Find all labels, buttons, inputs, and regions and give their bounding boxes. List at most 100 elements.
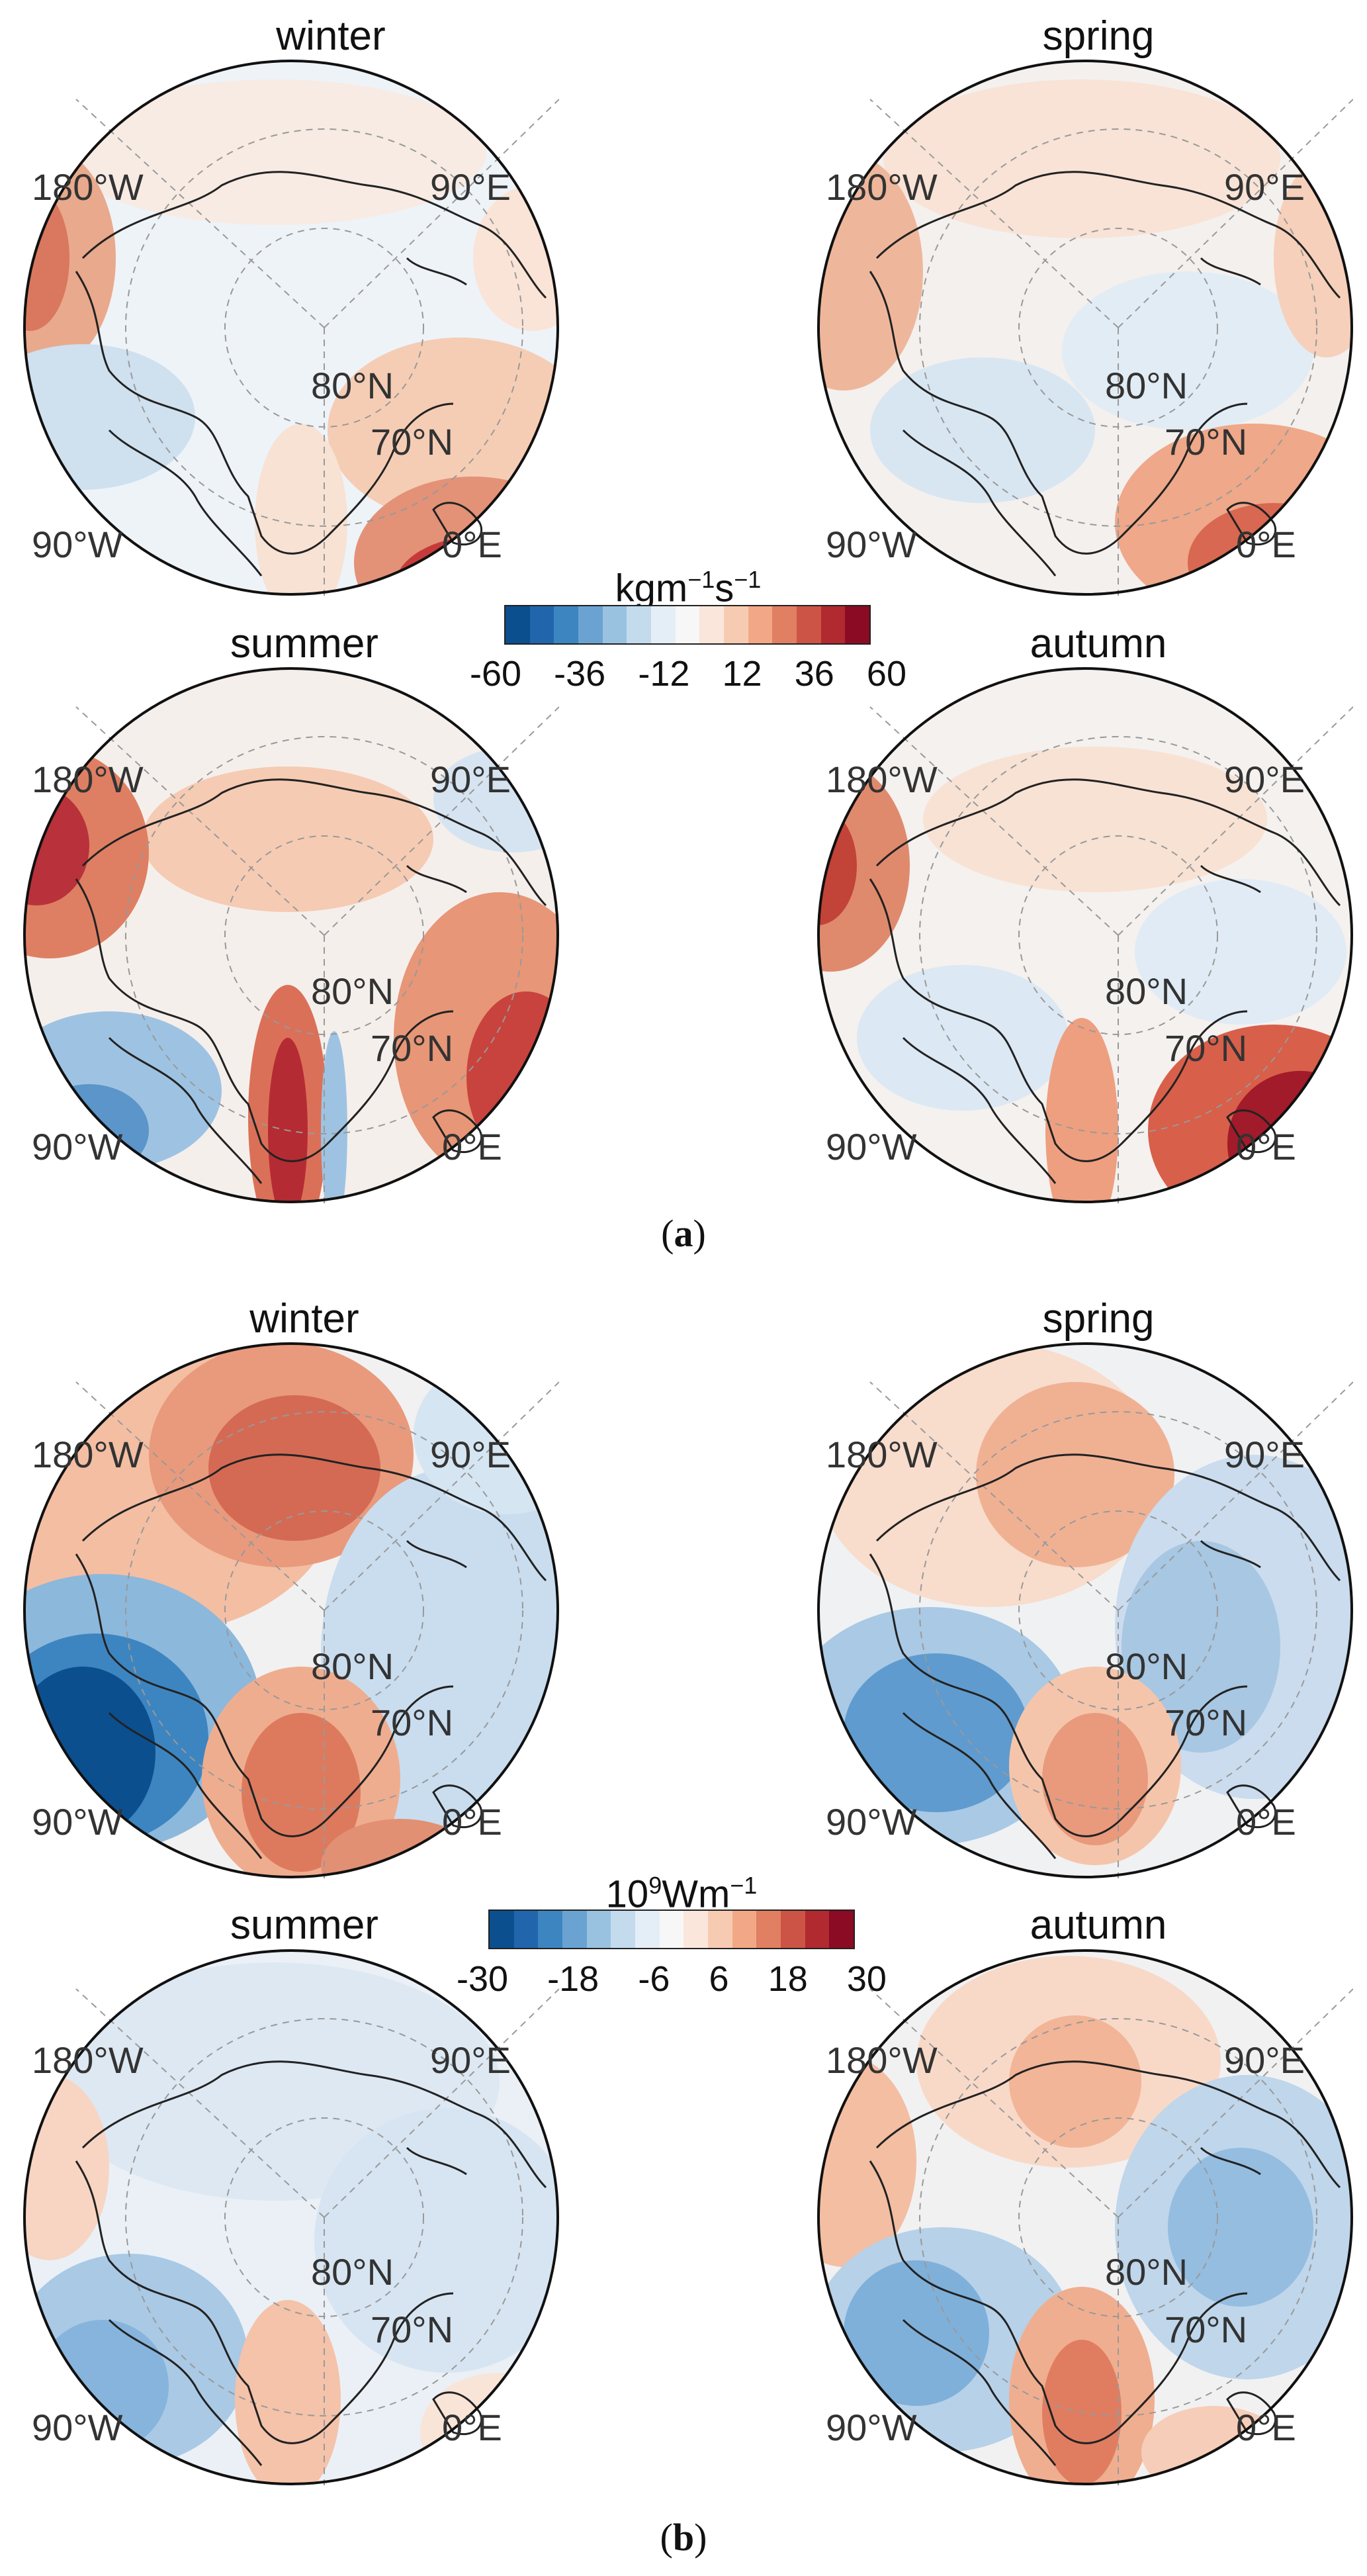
colorbar-swatch xyxy=(659,1911,684,1948)
colorbar-swatch xyxy=(829,1911,854,1948)
colorbar-swatch xyxy=(675,606,700,643)
lon-label: 90°W xyxy=(32,1801,123,1843)
colorbar-swatch xyxy=(756,1911,781,1948)
polar-map xyxy=(23,1342,559,1878)
colorbar-tick-label: 36 xyxy=(794,654,834,694)
lon-label: 90°E xyxy=(1224,166,1305,208)
lon-label: 90°W xyxy=(32,1126,123,1168)
lat-label: 80°N xyxy=(311,365,394,406)
colorbar-swatch xyxy=(651,606,676,643)
colorbar-swatch xyxy=(797,606,821,643)
polar-map xyxy=(817,1342,1353,1878)
lat-label: 70°N xyxy=(371,2309,454,2350)
colorbar-tick-label: 30 xyxy=(846,1959,887,1999)
colorbar-swatch xyxy=(781,1911,805,1948)
colorbar-swatch xyxy=(490,1911,514,1948)
colorbar-ramp xyxy=(488,1909,855,1949)
lon-label: 90°W xyxy=(826,2407,917,2448)
colorbar-swatch xyxy=(562,1911,587,1948)
map-svg xyxy=(23,1342,559,1878)
colorbar-swatch xyxy=(506,606,530,643)
polar-map xyxy=(817,60,1353,596)
colorbar-swatch xyxy=(684,1911,709,1948)
map-svg xyxy=(23,1949,559,2485)
colorbar-swatch xyxy=(586,1911,611,1948)
colorbar-swatch xyxy=(724,606,748,643)
map-svg xyxy=(23,667,559,1203)
map-svg xyxy=(817,667,1353,1203)
lon-label: 180°W xyxy=(826,166,938,208)
lon-label: 0°E xyxy=(442,2407,502,2448)
colorbar-swatch xyxy=(627,606,652,643)
lon-label: 0°E xyxy=(442,1126,502,1168)
colorbar-swatch xyxy=(699,606,725,643)
lon-label: 90°E xyxy=(430,166,511,208)
lon-label: 0°E xyxy=(1236,524,1296,565)
panel-title: autumn xyxy=(1030,621,1167,667)
panel-title: summer xyxy=(230,621,378,667)
lon-label: 0°E xyxy=(1236,1126,1296,1168)
lon-label: 0°E xyxy=(1236,1801,1296,1843)
colorbar-swatch xyxy=(611,1911,636,1948)
polar-map xyxy=(23,1949,559,2485)
colorbar-swatch xyxy=(732,1911,757,1948)
colorbar-unit: 109Wm−1 xyxy=(605,1872,758,1916)
lon-label: 90°E xyxy=(430,1434,511,1475)
map-svg xyxy=(23,60,559,596)
lat-label: 70°N xyxy=(1165,1702,1248,1743)
colorbar-swatch xyxy=(845,606,870,643)
colorbar-swatch xyxy=(538,1911,563,1948)
lon-label: 180°W xyxy=(32,2039,144,2081)
polar-map xyxy=(23,667,559,1203)
lon-label: 90°E xyxy=(430,759,511,800)
polar-map xyxy=(817,1949,1353,2485)
lon-label: 180°W xyxy=(32,1434,144,1475)
lon-label: 90°W xyxy=(826,1126,917,1168)
polar-map xyxy=(23,60,559,596)
lat-label: 80°N xyxy=(311,1645,394,1687)
colorbar-swatch xyxy=(805,1911,830,1948)
map-svg xyxy=(817,1949,1353,2485)
panel-title: spring xyxy=(1042,1296,1155,1342)
colorbar-swatch xyxy=(635,1911,660,1948)
panel-title: autumn xyxy=(1030,1902,1167,1948)
colorbar-swatch xyxy=(708,1911,732,1948)
lon-label: 0°E xyxy=(442,1801,502,1843)
colorbar-tick-label: -6 xyxy=(638,1959,670,1999)
lon-label: 90°W xyxy=(32,2407,123,2448)
lon-label: 90°W xyxy=(826,1801,917,1843)
colorbar-tick-label: -30 xyxy=(457,1959,509,1999)
colorbar-swatch xyxy=(578,606,603,643)
colorbar-unit: kgm−1s−1 xyxy=(615,566,762,610)
lat-label: 70°N xyxy=(1165,421,1248,463)
colorbar-swatch xyxy=(529,606,554,643)
lon-label: 180°W xyxy=(826,1434,938,1475)
lat-label: 80°N xyxy=(311,2251,394,2293)
lon-label: 90°E xyxy=(1224,759,1305,800)
lon-label: 90°W xyxy=(32,524,123,565)
lat-label: 70°N xyxy=(371,1702,454,1743)
lat-label: 70°N xyxy=(371,1027,454,1069)
lon-label: 0°E xyxy=(1236,2407,1296,2448)
panel-title: spring xyxy=(1042,13,1155,59)
lon-label: 90°E xyxy=(1224,2039,1305,2081)
subfigure-label-a: (a) xyxy=(661,1212,706,1255)
lon-label: 180°W xyxy=(826,759,938,800)
colorbar-ticks: -30 -18 -6 6 18 30 xyxy=(457,1960,887,1998)
colorbar-swatch xyxy=(772,606,797,643)
colorbar-tick-label: -60 xyxy=(470,654,522,694)
colorbar-tick-label: 6 xyxy=(709,1959,729,1999)
lat-label: 80°N xyxy=(1105,970,1188,1012)
lat-label: 70°N xyxy=(371,421,454,463)
colorbar-tick-label: 12 xyxy=(722,654,762,694)
panel-title: summer xyxy=(230,1902,378,1948)
lat-label: 80°N xyxy=(1105,2251,1188,2293)
panel-title: winter xyxy=(249,1296,359,1342)
colorbar-swatch xyxy=(748,606,773,643)
lat-label: 70°N xyxy=(1165,1027,1248,1069)
lon-label: 90°W xyxy=(826,524,917,565)
lon-label: 180°W xyxy=(826,2039,938,2081)
colorbar-tick-label: -12 xyxy=(638,654,690,694)
colorbar-tick-label: 18 xyxy=(768,1959,808,1999)
polar-map xyxy=(817,667,1353,1203)
